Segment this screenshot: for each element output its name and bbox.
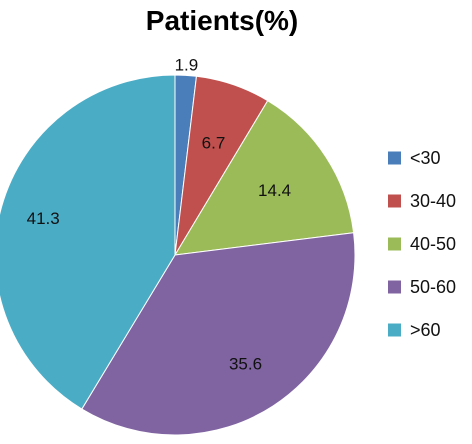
data-label-5: 41.3 — [27, 209, 60, 228]
pie-data-labels: 1.9 6.7 14.4 35.6 41.3 — [27, 56, 291, 374]
legend-label-1: <30 — [410, 148, 441, 168]
legend-swatch-2 — [388, 194, 401, 208]
pie-slices — [0, 74, 356, 436]
legend-label-5: >60 — [410, 320, 441, 340]
pie-slice-5 — [0, 74, 176, 410]
legend-label-3: 40-50 — [410, 234, 456, 254]
pie-slice-3 — [174, 100, 355, 256]
data-label-4: 35.6 — [229, 355, 262, 374]
legend-swatch-1 — [388, 151, 401, 165]
legend-swatch-3 — [388, 237, 401, 251]
legend-label-2: 30-40 — [410, 191, 456, 211]
data-label-3: 14.4 — [258, 181, 291, 200]
data-label-1: 1.9 — [175, 56, 199, 75]
data-label-2: 6.7 — [202, 134, 226, 153]
legend-label-4: 50-60 — [410, 277, 456, 297]
chart-title: Patients(%) — [146, 5, 298, 36]
legend-swatch-5 — [388, 323, 401, 337]
legend-swatch-4 — [388, 280, 401, 294]
chart-legend: <30 30-40 40-50 50-60 >60 — [388, 148, 456, 340]
pie-slice-4 — [81, 232, 356, 436]
